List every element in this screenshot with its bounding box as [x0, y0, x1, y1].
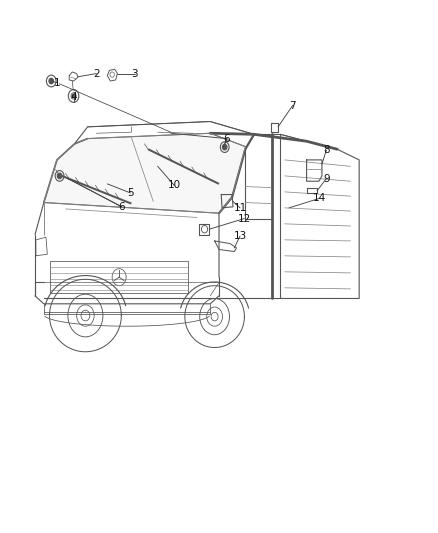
Polygon shape	[44, 133, 245, 213]
Text: 6: 6	[223, 134, 230, 143]
Text: 11: 11	[233, 203, 247, 213]
Text: 9: 9	[323, 174, 330, 183]
Circle shape	[72, 94, 75, 98]
Text: 14: 14	[313, 193, 326, 203]
Text: 8: 8	[323, 146, 330, 155]
Text: 3: 3	[131, 69, 138, 78]
Text: 6: 6	[118, 202, 125, 212]
Text: 5: 5	[127, 188, 134, 198]
Circle shape	[223, 144, 227, 150]
Text: 12: 12	[238, 214, 251, 223]
Text: 2: 2	[93, 69, 100, 78]
Text: 1: 1	[53, 78, 60, 87]
Circle shape	[49, 78, 53, 84]
Text: 13: 13	[233, 231, 247, 241]
Text: 4: 4	[70, 92, 77, 102]
Text: 7: 7	[289, 101, 296, 110]
Circle shape	[57, 173, 62, 179]
Text: 10: 10	[168, 181, 181, 190]
